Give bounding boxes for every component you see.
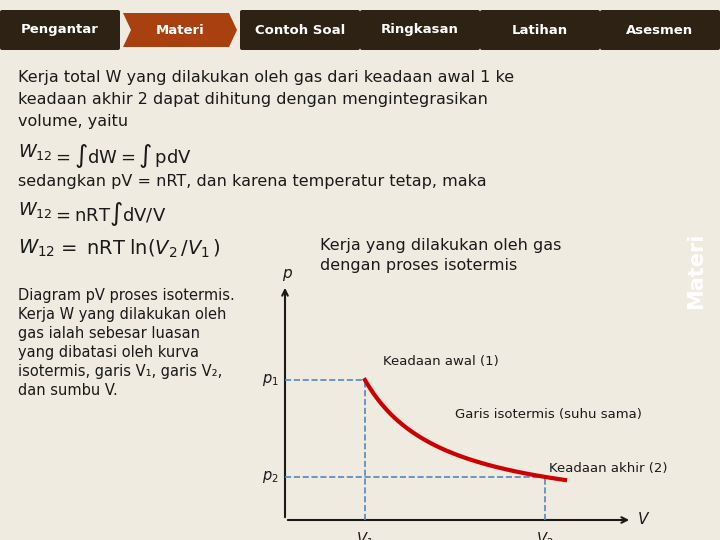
Text: Pengantar: Pengantar: [21, 24, 99, 37]
Text: V: V: [638, 511, 649, 526]
Text: Keadaan awal (1): Keadaan awal (1): [383, 355, 499, 368]
Text: Asesmen: Asesmen: [626, 24, 693, 37]
Text: Contoh Soal: Contoh Soal: [255, 24, 345, 37]
Text: $= \int \mathrm{dW} = \int \mathrm{\,pdV}$: $= \int \mathrm{dW} = \int \mathrm{\,pdV…: [52, 142, 192, 170]
FancyBboxPatch shape: [240, 10, 360, 50]
Text: dengan proses isotermis: dengan proses isotermis: [320, 258, 517, 273]
Polygon shape: [123, 13, 237, 47]
Text: p: p: [282, 266, 292, 281]
Text: $V_2$: $V_2$: [536, 530, 554, 540]
Text: $p_2$: $p_2$: [262, 469, 279, 485]
Text: keadaan akhir 2 dapat dihitung dengan mengintegrasikan: keadaan akhir 2 dapat dihitung dengan me…: [18, 92, 488, 107]
Text: Ringkasan: Ringkasan: [381, 24, 459, 37]
Text: Diagram pV proses isotermis.: Diagram pV proses isotermis.: [18, 288, 235, 303]
Text: volume, yaitu: volume, yaitu: [18, 114, 128, 129]
Text: $= \mathrm{nRT} \int \mathrm{dV/V}$: $= \mathrm{nRT} \int \mathrm{dV/V}$: [52, 200, 166, 228]
Text: Latihan: Latihan: [512, 24, 568, 37]
Text: Kerja W yang dilakukan oleh: Kerja W yang dilakukan oleh: [18, 307, 226, 322]
FancyBboxPatch shape: [360, 10, 480, 50]
Text: sedangkan pV = nRT, dan karena temperatur tetap, maka: sedangkan pV = nRT, dan karena temperatu…: [18, 174, 487, 189]
Text: Materi: Materi: [686, 232, 706, 309]
FancyBboxPatch shape: [480, 10, 600, 50]
Text: isotermis, garis V₁, garis V₂,: isotermis, garis V₁, garis V₂,: [18, 364, 222, 379]
Text: $p_1$: $p_1$: [262, 372, 279, 388]
Text: Garis isotermis (suhu sama): Garis isotermis (suhu sama): [455, 408, 642, 421]
Text: Materi: Materi: [156, 24, 204, 37]
Text: dan sumbu V.: dan sumbu V.: [18, 383, 118, 398]
Text: $W_{12}$: $W_{12}$: [18, 142, 53, 162]
Text: $= \;\mathrm{nRT\;ln}(V_2\,/V_1\,)$: $= \;\mathrm{nRT\;ln}(V_2\,/V_1\,)$: [57, 238, 221, 260]
FancyBboxPatch shape: [600, 10, 720, 50]
Text: Kerja total W yang dilakukan oleh gas dari keadaan awal 1 ke: Kerja total W yang dilakukan oleh gas da…: [18, 70, 514, 85]
Text: $W_{12}$: $W_{12}$: [18, 200, 53, 220]
Text: yang dibatasi oleh kurva: yang dibatasi oleh kurva: [18, 345, 199, 360]
Text: Kerja yang dilakukan oleh gas: Kerja yang dilakukan oleh gas: [320, 238, 562, 253]
Text: Keadaan akhir (2): Keadaan akhir (2): [549, 462, 667, 475]
Text: gas ialah sebesar luasan: gas ialah sebesar luasan: [18, 326, 200, 341]
Text: $W_{12}$: $W_{12}$: [18, 238, 55, 259]
Text: $V_1$: $V_1$: [356, 530, 374, 540]
FancyBboxPatch shape: [0, 10, 120, 50]
